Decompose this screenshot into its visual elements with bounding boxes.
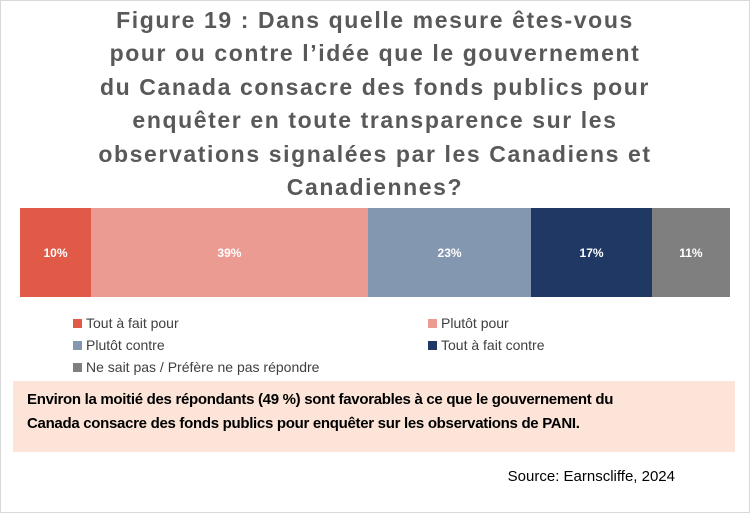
legend-label: Plutôt contre: [86, 337, 165, 353]
callout-line: Canada consacre des fonds publics pour e…: [27, 415, 580, 432]
legend-swatch: [73, 362, 82, 372]
bar-segment: 39%: [91, 208, 368, 297]
data-label: 11%: [679, 245, 703, 260]
title-line: du Canada consacre des fonds publics pou…: [100, 73, 650, 100]
legend-label: Tout à fait pour: [86, 315, 179, 331]
title-line: Canadiennes?: [286, 174, 464, 201]
legend-swatch: [428, 340, 437, 350]
callout-box: Environ la moitié des répondants (49 %) …: [13, 381, 735, 452]
legend-item: Tout à fait pour: [73, 315, 179, 331]
title-line: Figure 19 : Dans quelle mesure êtes-vous: [116, 7, 634, 33]
legend-label: Plutôt pour: [441, 315, 509, 331]
source-note: Source: Earnscliffe, 2024: [507, 468, 675, 485]
stacked-bar: 10% 39% 23% 17% 11%: [20, 208, 730, 297]
callout-text: Environ la moitié des répondants (49 %) …: [27, 388, 613, 436]
bar-segment: 23%: [367, 208, 532, 297]
legend-swatch: [428, 318, 437, 328]
callout-line: Environ la moitié des répondants (49 %) …: [27, 391, 614, 408]
bar-segment: 11%: [651, 208, 730, 297]
bar-segment: 10%: [20, 208, 91, 297]
legend-item: Tout à fait contre: [428, 337, 545, 353]
data-label: 39%: [217, 245, 242, 260]
title-line: observations signalées par les Canadiens…: [98, 140, 652, 167]
data-label: 10%: [43, 245, 68, 260]
legend-item: Plutôt contre: [73, 337, 165, 353]
legend-label: Tout à fait contre: [441, 337, 545, 353]
data-label: 17%: [579, 245, 604, 260]
legend-item: Plutôt pour: [428, 315, 509, 331]
title-line: pour ou contre l’idée que le gouvernemen…: [109, 40, 641, 67]
title-line: enquêter en toute transparence sur les: [132, 107, 618, 134]
bar-segment: 17%: [531, 208, 652, 297]
legend-swatch: [73, 318, 82, 328]
data-label: 23%: [437, 245, 462, 260]
legend-label: Ne sait pas / Préfère ne pas répondre: [86, 359, 320, 375]
legend-swatch: [73, 340, 82, 350]
legend-item: Ne sait pas / Préfère ne pas répondre: [73, 359, 319, 375]
chart-title: Figure 19 : Dans quelle mesure êtes-vous…: [0, 4, 750, 204]
